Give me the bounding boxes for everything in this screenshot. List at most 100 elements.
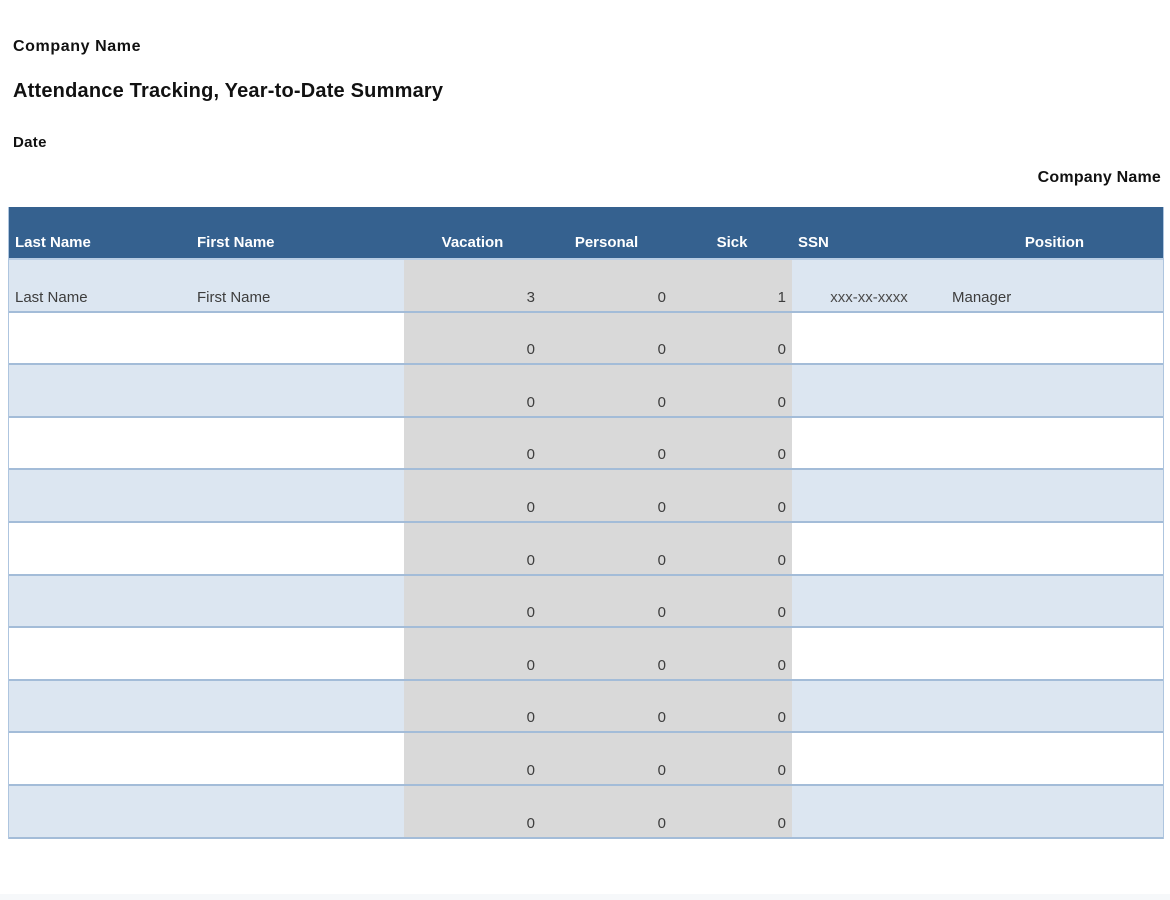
cell-first_name[interactable] — [191, 522, 404, 576]
cell-last_name[interactable] — [9, 575, 191, 629]
cell-sick[interactable]: 0 — [672, 470, 792, 523]
cell-position[interactable] — [946, 575, 1163, 629]
cell-first_name[interactable] — [191, 785, 404, 839]
cell-sick[interactable]: 0 — [672, 365, 792, 418]
cell-vacation[interactable]: 0 — [404, 680, 541, 734]
cell-vacation[interactable]: 0 — [404, 628, 541, 681]
cell-last_name[interactable] — [9, 785, 191, 839]
cell-vacation[interactable]: 0 — [404, 522, 541, 576]
header-cell-position: Position — [946, 207, 1163, 260]
cell-sick[interactable]: 0 — [672, 680, 792, 734]
table-row: Last Name First Name 3 0 1 xxx-xx-xxxx Manager — [9, 260, 1163, 313]
cell-last_name[interactable] — [9, 680, 191, 734]
cell-position[interactable] — [946, 628, 1163, 681]
cell-position[interactable]: Manager — [946, 260, 1163, 313]
cell-ssn[interactable] — [792, 470, 946, 523]
cell-personal[interactable]: 0 — [541, 785, 672, 839]
company-name-heading: Company Name — [13, 38, 142, 55]
cell-sick[interactable]: 0 — [672, 785, 792, 839]
cell-personal[interactable]: 0 — [541, 575, 672, 629]
cell-first_name[interactable] — [191, 312, 404, 366]
cell-position[interactable] — [946, 365, 1163, 418]
cell-vacation[interactable]: 0 — [404, 785, 541, 839]
cell-ssn[interactable] — [792, 628, 946, 681]
cell-vacation[interactable]: 0 — [404, 575, 541, 629]
cell-vacation[interactable]: 3 — [404, 260, 541, 313]
cell-ssn[interactable] — [792, 680, 946, 734]
cell-personal[interactable]: 0 — [541, 365, 672, 418]
cell-personal[interactable]: 0 — [541, 628, 672, 681]
table-company-name-label: Company Name — [1037, 169, 1161, 186]
cell-position[interactable] — [946, 417, 1163, 471]
cell-ssn[interactable] — [792, 365, 946, 418]
cell-first_name[interactable] — [191, 470, 404, 523]
cell-personal[interactable]: 0 — [541, 260, 672, 313]
bottom-edge-strip — [0, 894, 1170, 900]
cell-last_name[interactable] — [9, 733, 191, 786]
cell-last_name[interactable] — [9, 628, 191, 681]
cell-ssn[interactable] — [792, 785, 946, 839]
header-cell-sick: Sick — [672, 207, 792, 260]
cell-ssn[interactable] — [792, 312, 946, 366]
cell-last_name[interactable] — [9, 365, 191, 418]
cell-personal[interactable]: 0 — [541, 522, 672, 576]
cell-first_name[interactable] — [191, 680, 404, 734]
attendance-table: Last Name First Name Vacation Personal Sick S… — [8, 207, 1164, 839]
cell-personal[interactable]: 0 — [541, 312, 672, 366]
page-title: Attendance Tracking, Year-to-Date Summar… — [13, 80, 444, 102]
cell-last_name[interactable]: Last Name — [9, 260, 191, 313]
cell-first_name[interactable] — [191, 365, 404, 418]
cell-personal[interactable]: 0 — [541, 733, 672, 786]
cell-ssn[interactable] — [792, 417, 946, 471]
cell-ssn[interactable] — [792, 575, 946, 629]
cell-vacation[interactable]: 0 — [404, 312, 541, 366]
cell-first_name[interactable]: First Name — [191, 260, 404, 313]
cell-sick[interactable]: 0 — [672, 628, 792, 681]
cell-first_name[interactable] — [191, 575, 404, 629]
cell-personal[interactable]: 0 — [541, 417, 672, 471]
header-cell-vacation: Vacation — [404, 207, 541, 260]
cell-first_name[interactable] — [191, 417, 404, 471]
cell-last_name[interactable] — [9, 312, 191, 366]
date-label: Date — [13, 134, 47, 151]
cell-position[interactable] — [946, 312, 1163, 366]
cell-sick[interactable]: 0 — [672, 733, 792, 786]
cell-last_name[interactable] — [9, 417, 191, 471]
cell-ssn[interactable] — [792, 733, 946, 786]
cell-last_name[interactable] — [9, 470, 191, 523]
cell-ssn[interactable] — [792, 522, 946, 576]
cell-vacation[interactable]: 0 — [404, 470, 541, 523]
cell-position[interactable] — [946, 680, 1163, 734]
cell-last_name[interactable] — [9, 522, 191, 576]
header-cell-last_name: Last Name — [9, 207, 191, 260]
header-cell-first_name: First Name — [191, 207, 404, 260]
cell-vacation[interactable]: 0 — [404, 733, 541, 786]
cell-ssn[interactable]: xxx-xx-xxxx — [792, 260, 946, 313]
cell-position[interactable] — [946, 470, 1163, 523]
cell-position[interactable] — [946, 733, 1163, 786]
cell-personal[interactable]: 0 — [541, 470, 672, 523]
cell-first_name[interactable] — [191, 628, 404, 681]
cell-sick[interactable]: 0 — [672, 417, 792, 471]
header-cell-ssn: SSN — [792, 207, 946, 260]
cell-sick[interactable]: 0 — [672, 312, 792, 366]
cell-vacation[interactable]: 0 — [404, 417, 541, 471]
cell-personal[interactable]: 0 — [541, 680, 672, 734]
cell-vacation[interactable]: 0 — [404, 365, 541, 418]
cell-position[interactable] — [946, 522, 1163, 576]
cell-position[interactable] — [946, 785, 1163, 839]
cell-first_name[interactable] — [191, 733, 404, 786]
cell-sick[interactable]: 0 — [672, 522, 792, 576]
cell-sick[interactable]: 0 — [672, 575, 792, 629]
cell-sick[interactable]: 1 — [672, 260, 792, 313]
